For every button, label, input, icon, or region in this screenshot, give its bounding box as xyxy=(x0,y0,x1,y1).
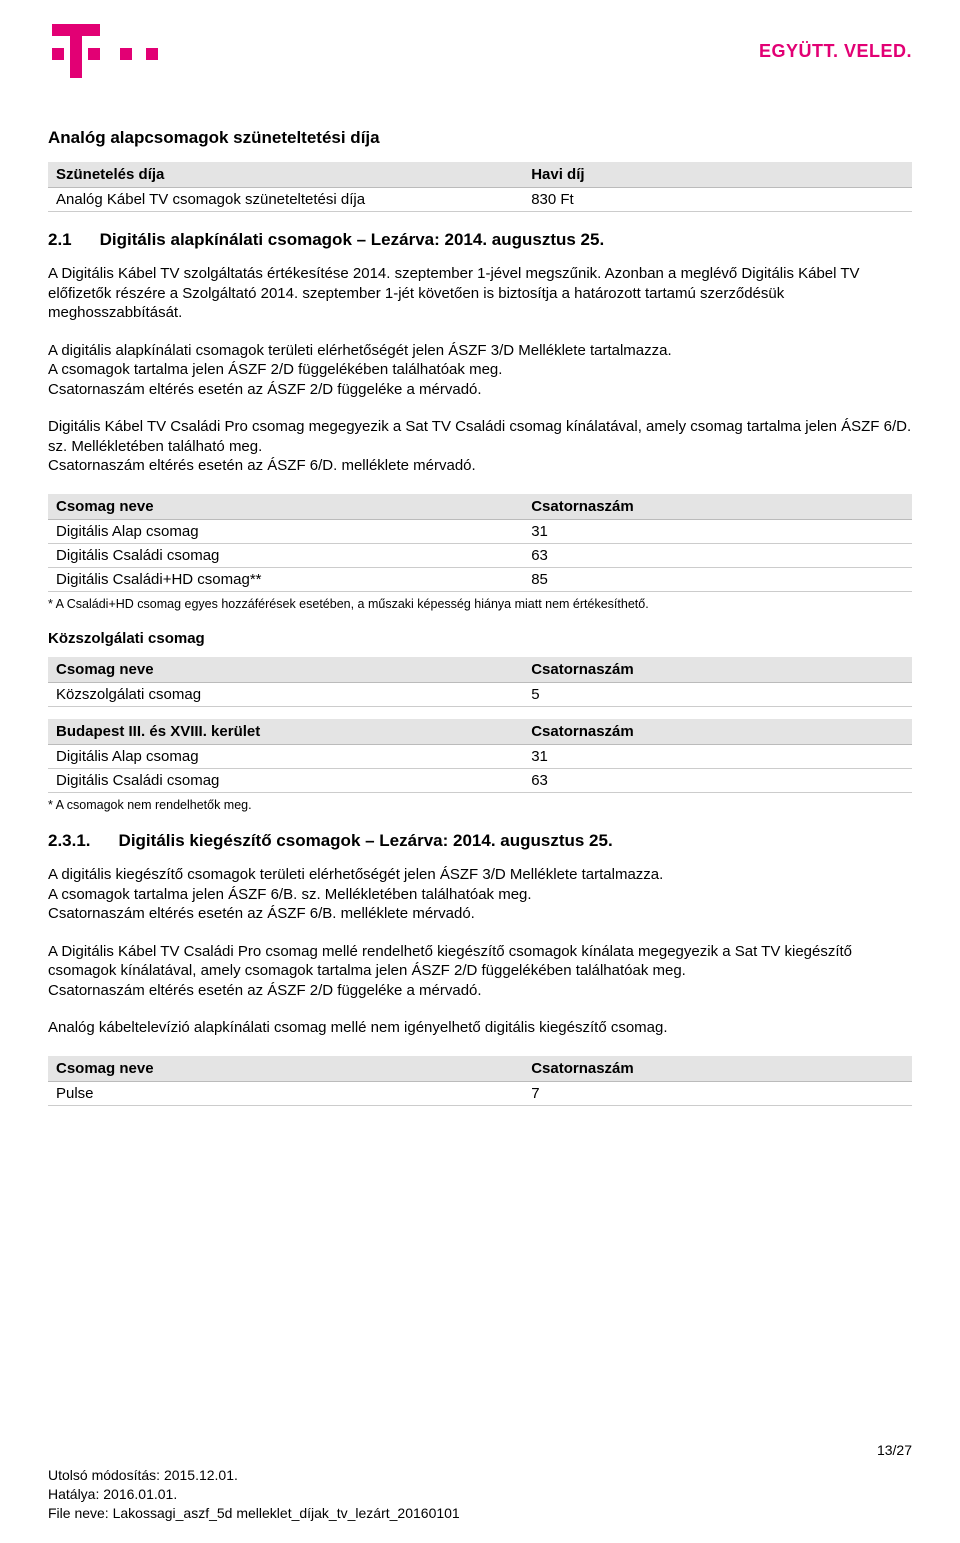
heading-text: Digitális kiegészítő csomagok – Lezárva:… xyxy=(119,831,613,851)
cell-name: Analóg Kábel TV csomagok szüneteltetési … xyxy=(48,188,523,212)
cell-count: 5 xyxy=(523,682,912,706)
table-row: Digitális Alap csomag 31 xyxy=(48,519,912,543)
th-package-name: Csomag neve xyxy=(48,494,523,520)
paragraph-block: Digitális Kábel TV Családi Pro csomag me… xyxy=(48,417,912,476)
table-packages: Csomag neve Csatornaszám Digitális Alap … xyxy=(48,494,912,592)
paragraph-block: A digitális alapkínálati csomagok terüle… xyxy=(48,341,912,400)
table-row: Digitális Családi+HD csomag** 85 xyxy=(48,567,912,591)
cell-name: Digitális Családi csomag xyxy=(48,768,523,792)
paragraph-line: A digitális alapkínálati csomagok terüle… xyxy=(48,341,912,361)
table-row: Digitális Alap csomag 31 xyxy=(48,744,912,768)
table-footnote: * A Családi+HD csomag egyes hozzáférések… xyxy=(48,596,912,612)
table-addon: Csomag neve Csatornaszám Pulse 7 xyxy=(48,1056,912,1106)
cell-name: Digitális Alap csomag xyxy=(48,519,523,543)
cell-name: Digitális Családi+HD csomag** xyxy=(48,567,523,591)
slogan: EGYÜTT. VELED. xyxy=(759,41,912,62)
cell-fee: 830 Ft xyxy=(523,188,912,212)
cell-count: 85 xyxy=(523,567,912,591)
paragraph-line: Csatornaszám eltérés esetén az ÁSZF 2/D … xyxy=(48,981,912,1001)
table-row: Analóg Kábel TV csomagok szüneteltetési … xyxy=(48,188,912,212)
table-footnote: * A csomagok nem rendelhetők meg. xyxy=(48,797,912,813)
table-row: Közszolgálati csomag 5 xyxy=(48,682,912,706)
cell-name: Pulse xyxy=(48,1081,523,1105)
cell-name: Digitális Alap csomag xyxy=(48,744,523,768)
cell-name: Digitális Családi csomag xyxy=(48,543,523,567)
paragraph: Analóg kábeltelevízió alapkínálati csoma… xyxy=(48,1018,912,1038)
heading-text: Digitális alapkínálati csomagok – Lezárv… xyxy=(100,230,605,250)
paragraph-line: A csomagok tartalma jelen ÁSZF 6/B. sz. … xyxy=(48,885,912,905)
table-row: Digitális Családi csomag 63 xyxy=(48,768,912,792)
cell-count: 31 xyxy=(523,744,912,768)
paragraph-block: A digitális kiegészítő csomagok területi… xyxy=(48,865,912,924)
section-title-analog: Analóg alapcsomagok szüneteltetési díja xyxy=(48,128,912,148)
footer-line: Hatálya: 2016.01.01. xyxy=(48,1485,912,1504)
paragraph-line: Csatornaszám eltérés esetén az ÁSZF 6/B.… xyxy=(48,904,912,924)
th-package-name: Csomag neve xyxy=(48,1056,523,1082)
th-suspend-fee: Havi díj xyxy=(523,162,912,188)
cell-count: 63 xyxy=(523,768,912,792)
cell-count: 63 xyxy=(523,543,912,567)
table-row: Pulse 7 xyxy=(48,1081,912,1105)
paragraph-line: A digitális kiegészítő csomagok területi… xyxy=(48,865,912,885)
sub-header-koz: Közszolgálati csomag xyxy=(48,630,912,647)
th-channel-count: Csatornaszám xyxy=(523,719,912,745)
heading-num: 2.1 xyxy=(48,230,72,250)
table-public-service: Csomag neve Csatornaszám Közszolgálati c… xyxy=(48,657,912,707)
table-suspend-fee: Szünetelés díja Havi díj Analóg Kábel TV… xyxy=(48,162,912,212)
paragraph-line: A Digitális Kábel TV Családi Pro csomag … xyxy=(48,942,912,981)
th-channel-count: Csatornaszám xyxy=(523,494,912,520)
paragraph-line: Digitális Kábel TV Családi Pro csomag me… xyxy=(48,417,912,456)
cell-count: 31 xyxy=(523,519,912,543)
paragraph-block: A Digitális Kábel TV Családi Pro csomag … xyxy=(48,942,912,1001)
th-channel-count: Csatornaszám xyxy=(523,1056,912,1082)
page-footer: 13/27 Utolsó módosítás: 2015.12.01. Hatá… xyxy=(48,1441,912,1523)
paragraph-line: A csomagok tartalma jelen ÁSZF 2/D függe… xyxy=(48,360,912,380)
th-suspend-name: Szünetelés díja xyxy=(48,162,523,188)
paragraph-line: Csatornaszám eltérés esetén az ÁSZF 2/D … xyxy=(48,380,912,400)
paragraph: A Digitális Kábel TV szolgáltatás értéke… xyxy=(48,264,912,323)
heading-2-3-1: 2.3.1. Digitális kiegészítő csomagok – L… xyxy=(48,831,912,851)
telekom-logo xyxy=(48,24,160,78)
page-header: EGYÜTT. VELED. xyxy=(48,24,912,78)
th-district: Budapest III. és XVIII. kerület xyxy=(48,719,523,745)
cell-name: Közszolgálati csomag xyxy=(48,682,523,706)
th-package-name: Csomag neve xyxy=(48,657,523,683)
heading-2-1: 2.1 Digitális alapkínálati csomagok – Le… xyxy=(48,230,912,250)
page-number: 13/27 xyxy=(48,1441,912,1460)
cell-count: 7 xyxy=(523,1081,912,1105)
paragraph-line: Csatornaszám eltérés esetén az ÁSZF 6/D.… xyxy=(48,456,912,476)
table-budapest: Budapest III. és XVIII. kerület Csatorna… xyxy=(48,719,912,793)
heading-num: 2.3.1. xyxy=(48,831,91,851)
footer-line: File neve: Lakossagi_aszf_5d melleklet_d… xyxy=(48,1504,912,1523)
th-channel-count: Csatornaszám xyxy=(523,657,912,683)
table-row: Digitális Családi csomag 63 xyxy=(48,543,912,567)
footer-line: Utolsó módosítás: 2015.12.01. xyxy=(48,1466,912,1485)
